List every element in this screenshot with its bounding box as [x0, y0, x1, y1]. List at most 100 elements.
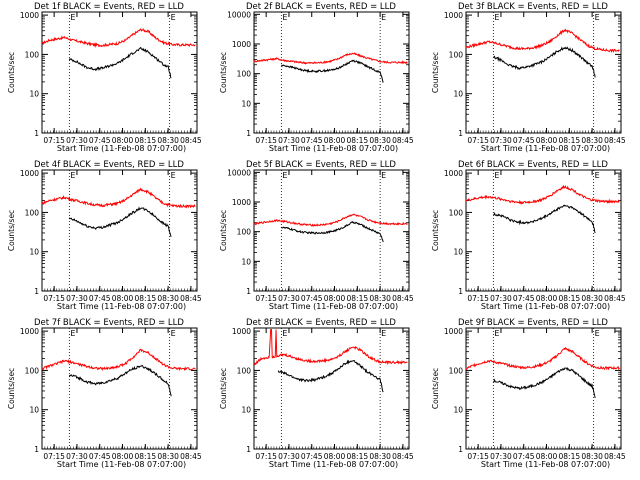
event-marker-label: E — [171, 13, 176, 22]
x-tick-label: 07:30 — [490, 452, 512, 461]
lld-series-line — [465, 346, 620, 371]
panel-title: Det 9f BLACK = Events, RED = LLD — [458, 318, 608, 328]
y-tick-label: 100 — [25, 366, 40, 375]
y-tick-label: 10 — [241, 257, 251, 266]
x-tick-label: 07:45 — [513, 136, 535, 145]
y-tick-label: 1000 — [232, 40, 251, 49]
lld-series-line — [41, 187, 196, 209]
lld-series-line — [465, 28, 620, 54]
event-marker-label: E — [70, 329, 75, 338]
x-tick-label: 08:15 — [135, 136, 157, 145]
x-tick-label: 07:15 — [43, 136, 65, 145]
lld-series-line — [253, 213, 408, 227]
y-axis-label: Counts/sec — [431, 52, 440, 93]
x-tick-label: 07:30 — [278, 452, 300, 461]
y-tick-label: 100 — [237, 228, 252, 237]
x-tick-label: 08:15 — [347, 452, 369, 461]
y-tick-label: 100 — [237, 70, 252, 79]
x-tick-label: 08:30 — [581, 452, 603, 461]
event-marker-label: E — [595, 329, 600, 338]
x-tick-label: 07:30 — [278, 136, 300, 145]
plot-frame — [253, 169, 410, 292]
x-tick-label: 07:15 — [467, 452, 489, 461]
lld-series-line — [253, 328, 408, 366]
x-axis-label: Start Time (11-Feb-08 07:07:00) — [57, 144, 186, 153]
x-tick-label: 08:45 — [180, 452, 202, 461]
x-tick-label: 08:00 — [324, 294, 346, 303]
events-series-line — [493, 366, 596, 398]
x-tick-label: 07:45 — [89, 294, 111, 303]
x-tick-label: 07:45 — [89, 452, 111, 461]
panel-title: Det 2f BLACK = Events, RED = LLD — [246, 2, 396, 12]
event-marker-label: E — [282, 171, 287, 180]
y-tick-label: 100 — [449, 366, 464, 375]
events-series-line — [493, 204, 596, 234]
x-tick-label: 07:30 — [66, 294, 88, 303]
y-tick-label: 1 — [246, 287, 251, 296]
x-tick-label: 07:15 — [43, 452, 65, 461]
x-tick-label: 08:00 — [536, 294, 558, 303]
x-tick-label: 08:00 — [112, 452, 134, 461]
y-tick-label: 1000 — [20, 11, 39, 20]
event-marker-label: E — [494, 13, 499, 22]
y-axis-label: Counts/sec — [431, 368, 440, 409]
x-tick-label: 07:15 — [467, 294, 489, 303]
event-marker-label: E — [171, 329, 176, 338]
events-series-line — [281, 220, 384, 243]
x-tick-label: 08:00 — [112, 294, 134, 303]
x-tick-label: 07:15 — [467, 136, 489, 145]
y-tick-label: 1000 — [232, 198, 251, 207]
x-tick-label: 08:00 — [324, 452, 346, 461]
event-marker-label: E — [282, 13, 287, 22]
x-tick-label: 08:45 — [604, 294, 626, 303]
panel-title: Det 6f BLACK = Events, RED = LLD — [458, 160, 608, 170]
panel-title: Det 4f BLACK = Events, RED = LLD — [34, 160, 184, 170]
x-tick-label: 07:45 — [89, 136, 111, 145]
event-marker-label: E — [70, 13, 75, 22]
y-tick-label: 10000 — [227, 168, 251, 177]
x-tick-label: 08:30 — [369, 452, 391, 461]
event-marker-label: E — [381, 329, 386, 338]
x-axis-label: Start Time (11-Feb-08 07:07:00) — [481, 460, 610, 469]
events-series-line — [493, 46, 596, 78]
panel-title: Det 7f BLACK = Events, RED = LLD — [34, 318, 184, 328]
x-tick-label: 08:15 — [559, 294, 581, 303]
x-tick-label: 08:30 — [369, 136, 391, 145]
x-tick-label: 08:00 — [112, 136, 134, 145]
y-tick-label: 10 — [29, 406, 39, 415]
event-marker-label: E — [282, 329, 287, 338]
x-axis-label: Start Time (11-Feb-08 07:07:00) — [481, 144, 610, 153]
plot-frame — [41, 169, 198, 292]
x-tick-label: 07:30 — [490, 294, 512, 303]
y-tick-label: 1000 — [444, 327, 463, 336]
events-series-line — [277, 359, 384, 393]
y-tick-label: 1 — [458, 445, 463, 454]
panel-title: Det 8f BLACK = Events, RED = LLD — [246, 318, 396, 328]
x-axis-label: Start Time (11-Feb-08 07:07:00) — [269, 460, 398, 469]
y-axis-label: Counts/sec — [219, 368, 228, 409]
panel-title: Det 3f BLACK = Events, RED = LLD — [458, 2, 608, 12]
x-tick-label: 07:45 — [513, 294, 535, 303]
y-tick-label: 1 — [246, 445, 251, 454]
plot-frame — [253, 11, 410, 134]
x-tick-label: 07:30 — [278, 294, 300, 303]
x-tick-label: 07:15 — [255, 136, 277, 145]
plot-frame — [253, 327, 410, 450]
x-tick-label: 08:15 — [135, 452, 157, 461]
y-tick-label: 1000 — [444, 11, 463, 20]
x-tick-label: 07:45 — [301, 136, 323, 145]
x-tick-label: 08:45 — [392, 136, 414, 145]
events-series-line — [68, 206, 172, 237]
event-marker-label: E — [381, 171, 386, 180]
x-tick-label: 08:15 — [347, 294, 369, 303]
x-tick-label: 08:45 — [392, 452, 414, 461]
y-tick-label: 100 — [25, 208, 40, 217]
event-marker-label: E — [70, 171, 75, 180]
y-axis-label: Counts/sec — [431, 210, 440, 251]
plot-frame — [465, 11, 622, 134]
